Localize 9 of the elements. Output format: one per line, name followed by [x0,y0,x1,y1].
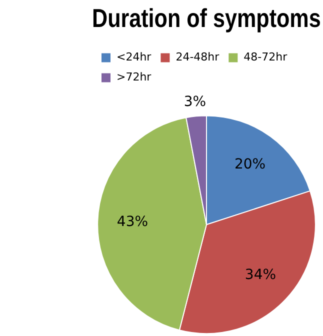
data-label: 3% [184,94,206,110]
legend-label: >72hr [116,70,152,84]
legend-label: 48-72hr [244,50,288,64]
data-label: 34% [244,266,276,283]
data-label: 43% [116,214,148,230]
data-label: 20% [234,156,266,172]
legend-label: 24-48hr [176,50,220,64]
legend-label: <24hr [116,50,152,64]
chart-title: Duration of symptoms [92,4,321,34]
